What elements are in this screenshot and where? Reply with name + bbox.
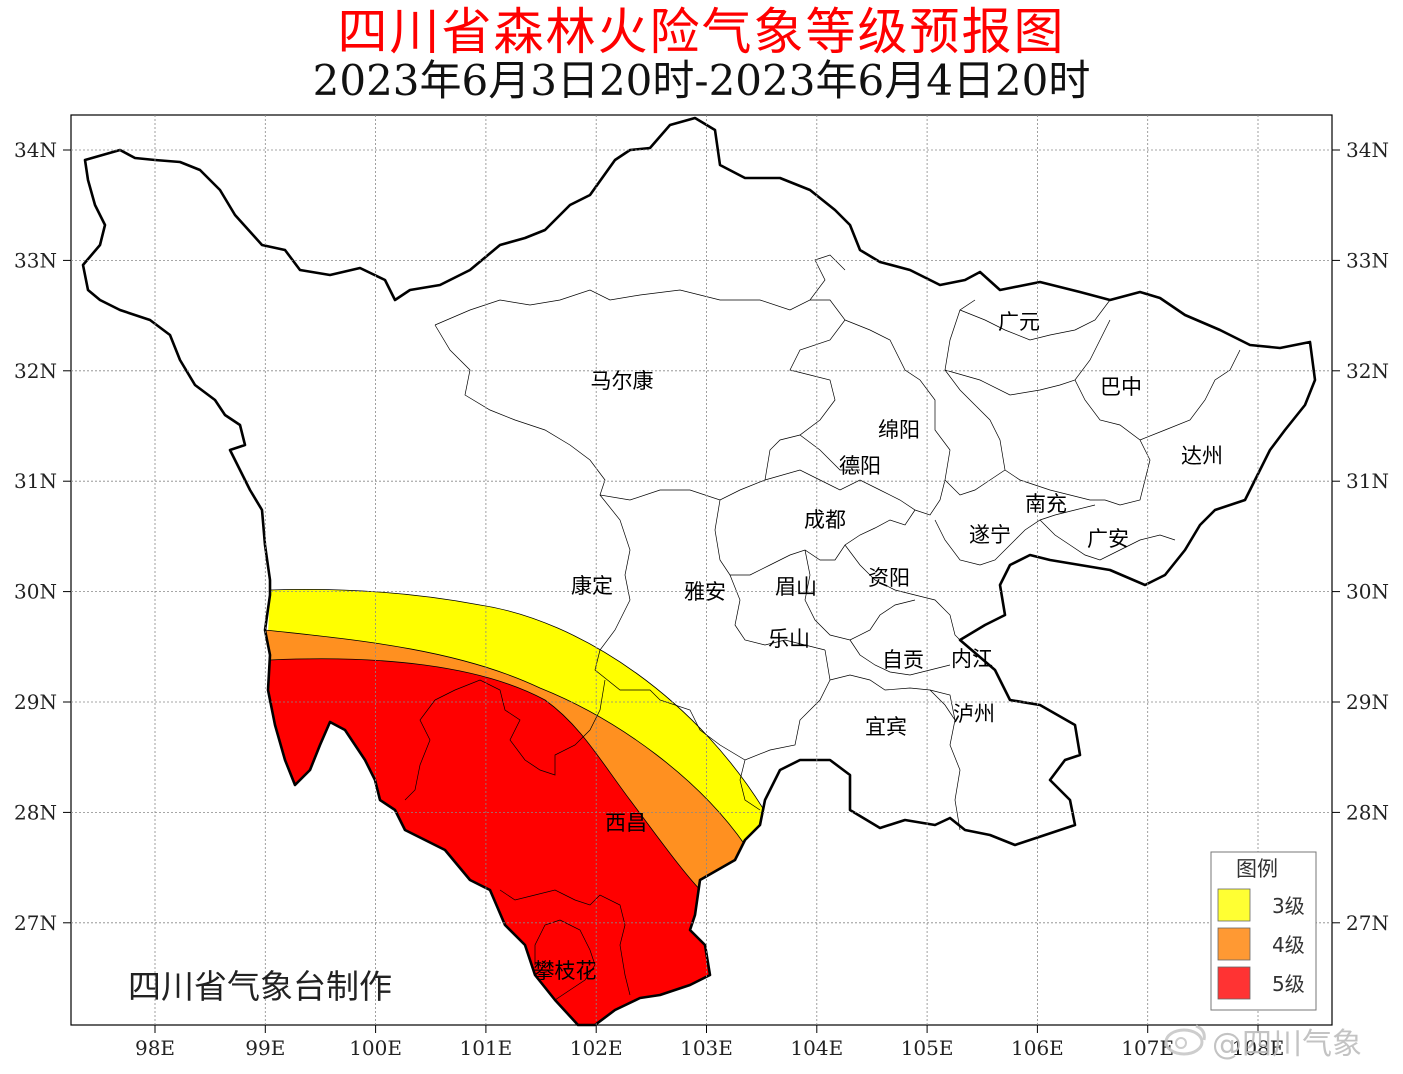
lat-tick-label-right: 29N bbox=[1346, 690, 1389, 714]
lat-tick-label-right: 32N bbox=[1346, 359, 1389, 383]
lat-tick-label-right: 27N bbox=[1346, 911, 1389, 935]
zone-boundaries bbox=[264, 588, 771, 896]
legend-swatch bbox=[1217, 966, 1251, 1000]
city-label: 南充 bbox=[1025, 492, 1067, 516]
city-label: 西昌 bbox=[605, 811, 647, 835]
watermark: @四川气象 bbox=[1164, 1024, 1362, 1062]
lon-tick-label: 100E bbox=[349, 1036, 402, 1060]
lat-tick-label-left: 31N bbox=[14, 469, 57, 493]
city-label: 内江 bbox=[951, 647, 993, 671]
lon-tick-label: 103E bbox=[680, 1036, 733, 1060]
city-label: 绵阳 bbox=[878, 418, 920, 442]
lat-tick-label-left: 33N bbox=[14, 248, 57, 272]
lon-tick-label: 98E bbox=[135, 1036, 175, 1060]
city-label: 马尔康 bbox=[591, 369, 654, 393]
lat-tick-label-left: 27N bbox=[14, 911, 57, 935]
lon-tick-label: 102E bbox=[570, 1036, 623, 1060]
city-label: 巴中 bbox=[1100, 375, 1142, 399]
legend-label: 4级 bbox=[1272, 933, 1305, 957]
lat-tick-label-left: 34N bbox=[14, 138, 57, 162]
city-label: 攀枝花 bbox=[534, 959, 597, 983]
legend-label: 3级 bbox=[1272, 894, 1305, 918]
city-label: 德阳 bbox=[839, 454, 881, 478]
lon-tick-label: 101E bbox=[460, 1036, 513, 1060]
map-frame bbox=[70, 114, 1333, 1026]
city-boundaries bbox=[404, 254, 1241, 1001]
lon-tick-label: 108E bbox=[1232, 1036, 1285, 1060]
legend: 图例 3级 4级 5级 bbox=[1210, 851, 1317, 1011]
lon-tick-label: 104E bbox=[790, 1036, 843, 1060]
city-label: 达州 bbox=[1181, 444, 1223, 468]
lat-tick-label-right: 30N bbox=[1346, 580, 1389, 604]
lat-tick-label-right: 31N bbox=[1346, 469, 1389, 493]
city-label: 资阳 bbox=[868, 566, 910, 590]
weibo-logo-icon bbox=[1164, 1024, 1206, 1056]
city-label: 成都 bbox=[804, 508, 846, 532]
city-label: 雅安 bbox=[684, 580, 726, 604]
lon-tick-label: 99E bbox=[245, 1036, 285, 1060]
legend-swatch bbox=[1217, 888, 1251, 922]
lat-tick-label-right: 34N bbox=[1346, 138, 1389, 162]
legend-swatch bbox=[1217, 927, 1251, 961]
city-label: 自贡 bbox=[882, 648, 924, 672]
lon-tick-label: 105E bbox=[901, 1036, 954, 1060]
axis-ticks: 98E 99E 100E 101E 102E 103E 104E 105E 106E 107E 10… bbox=[14, 138, 1389, 1060]
city-label: 宜宾 bbox=[865, 715, 907, 739]
lat-tick-label-left: 29N bbox=[14, 690, 57, 714]
lat-tick-label-left: 30N bbox=[14, 580, 57, 604]
legend-title: 图例 bbox=[1236, 857, 1278, 881]
lat-tick-label-left: 28N bbox=[14, 800, 57, 824]
lat-tick-label-right: 33N bbox=[1346, 248, 1389, 272]
lat-tick-label-right: 28N bbox=[1346, 800, 1389, 824]
city-label: 遂宁 bbox=[969, 523, 1011, 547]
province-boundary bbox=[81, 116, 1317, 1027]
legend-label: 5级 bbox=[1272, 972, 1305, 996]
map-title: 四川省森林火险气象等级预报图 bbox=[337, 3, 1066, 61]
city-label: 眉山 bbox=[775, 575, 817, 599]
map-subtitle: 2023年6月3日20时-2023年6月4日20时 bbox=[312, 56, 1091, 105]
city-label: 广安 bbox=[1087, 527, 1129, 551]
watermark-text: @四川气象 bbox=[1212, 1027, 1362, 1062]
city-label: 康定 bbox=[571, 574, 613, 598]
maker-credit: 四川省气象台制作 bbox=[128, 967, 392, 1006]
lon-tick-label: 106E bbox=[1011, 1036, 1064, 1060]
city-label: 广元 bbox=[998, 310, 1040, 334]
lat-tick-label-left: 32N bbox=[14, 359, 57, 383]
city-label: 乐山 bbox=[768, 627, 810, 651]
city-label: 泸州 bbox=[953, 702, 995, 726]
